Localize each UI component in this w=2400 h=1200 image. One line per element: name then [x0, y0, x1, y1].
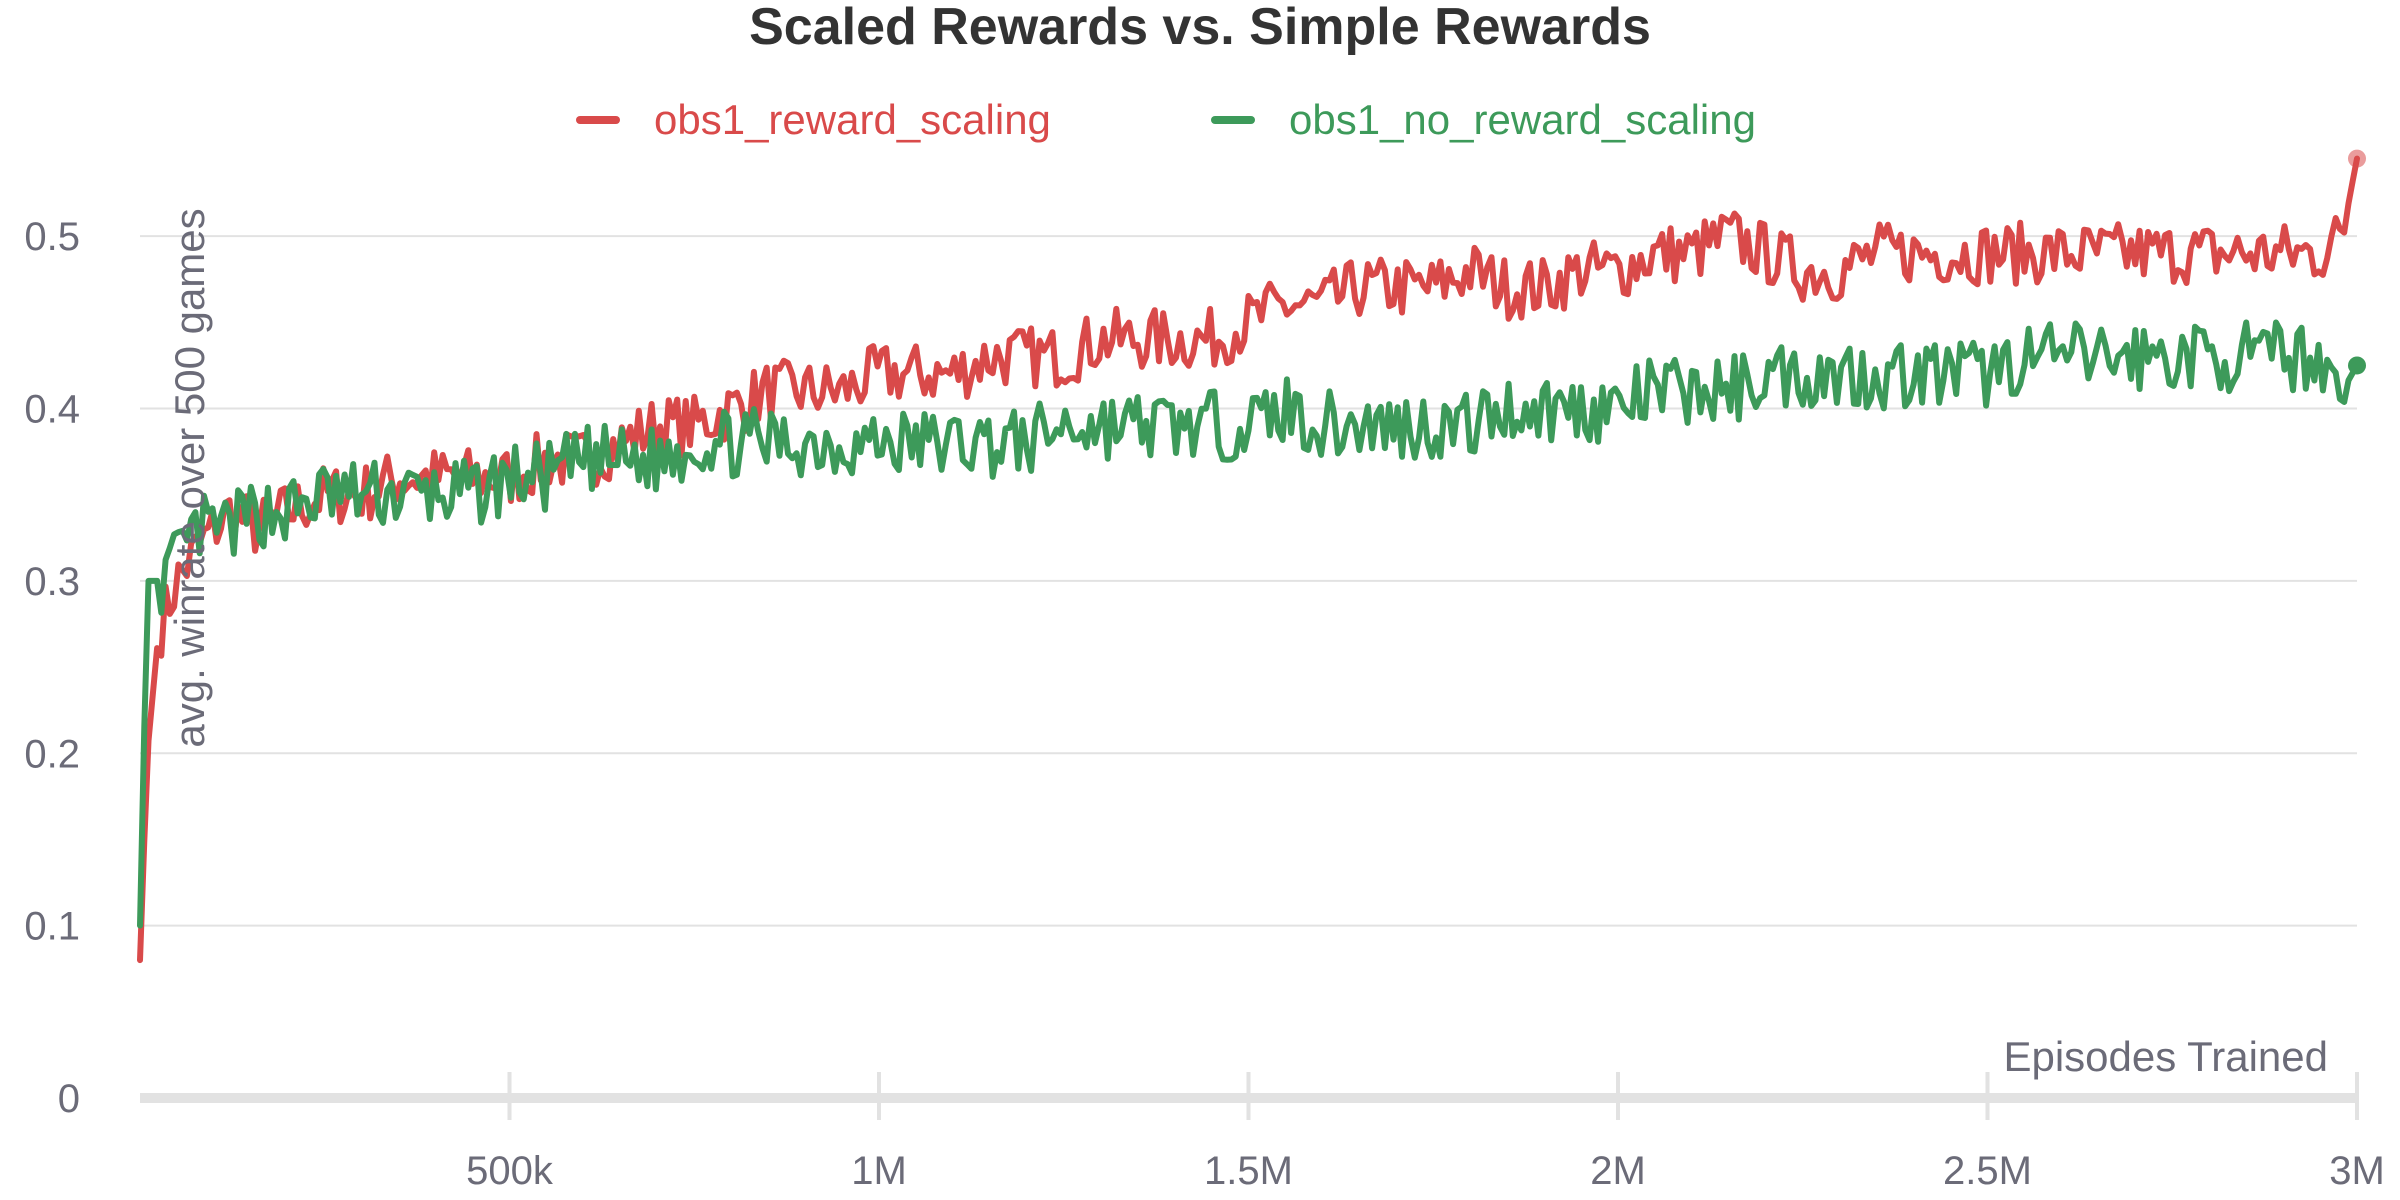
legend: obs1_reward_scaling obs1_no_reward_scalin… — [576, 96, 1756, 143]
x-tick-label: 1.5M — [1204, 1149, 1293, 1193]
y-axis: 0 0.1 0.2 0.3 0.4 0.5 — [24, 215, 80, 1121]
x-axis: 500k 1M 1.5M 2M 2.5M 3M — [466, 1072, 2385, 1193]
x-tick-label: 500k — [466, 1149, 554, 1193]
x-tick-label: 2.5M — [1943, 1149, 2032, 1193]
y-tick-label: 0.2 — [24, 732, 80, 776]
series-endpoint-obs1_reward_scaling — [2348, 149, 2366, 168]
y-tick-label: 0 — [58, 1077, 80, 1121]
y-axis-title: avg. winrate over 500 games — [166, 208, 213, 747]
x-axis-title: Episodes Trained — [2003, 1033, 2328, 1080]
y-tick-label: 0.3 — [24, 560, 80, 604]
chart-title: Scaled Rewards vs. Simple Rewards — [749, 0, 1651, 56]
x-tick-label: 2M — [1590, 1149, 1646, 1193]
series-line-obs1_reward_scaling — [137, 155, 2360, 964]
series-endpoint-obs1_no_reward_scaling — [2348, 356, 2366, 375]
y-tick-label: 0.4 — [24, 388, 80, 432]
legend-item-obs1_no_reward_scaling[interactable]: obs1_no_reward_scaling — [1211, 96, 1756, 143]
series-layer — [137, 149, 2366, 964]
y-tick-label: 0.1 — [24, 905, 80, 949]
legend-label: obs1_no_reward_scaling — [1289, 96, 1756, 143]
series-line-obs1_no_reward_scaling — [137, 319, 2360, 929]
legend-label: obs1_reward_scaling — [654, 96, 1051, 143]
legend-item-obs1_reward_scaling[interactable]: obs1_reward_scaling — [576, 96, 1051, 143]
x-tick-label: 3M — [2329, 1149, 2385, 1193]
y-tick-label: 0.5 — [24, 215, 80, 259]
x-tick-label: 1M — [851, 1149, 907, 1193]
